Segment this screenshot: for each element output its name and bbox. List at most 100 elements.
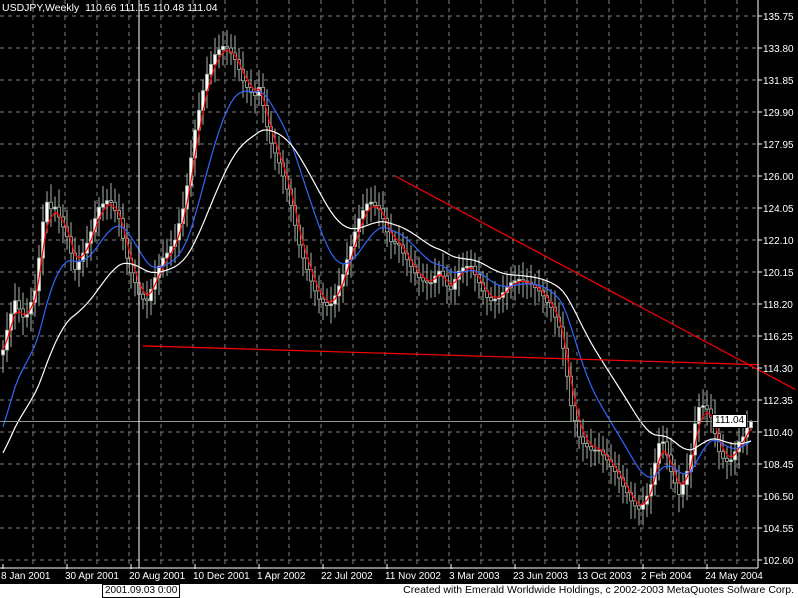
moving-averages [2,49,752,505]
footer-copyright: Created with Emerald Worldwide Holdings,… [403,584,794,596]
candle-body [637,505,641,510]
candle-body [17,300,21,310]
candle-body [513,280,517,284]
bid-price-label: 111.04 [712,414,748,429]
candle-body [213,54,217,65]
candle-body [149,288,153,302]
candle-body [37,257,41,292]
candle [569,362,573,422]
high-value: 111.15 [119,2,150,14]
y-tick-label: 129.90 [763,108,794,119]
x-tick-label: 22 Jul 2002 [321,571,373,582]
candle-body [45,201,49,223]
candle [425,263,429,300]
candle-body [721,451,725,459]
candle-body [245,80,249,88]
candle [53,196,57,222]
candle-body [453,278,457,290]
candle [429,270,433,298]
y-tick-label: 118.20 [763,300,793,311]
candle-body [517,278,521,282]
candle-body [425,280,429,284]
candle [141,282,145,310]
candle-body [493,298,497,302]
chart-background [0,0,798,584]
candle [465,250,469,286]
candle [493,281,497,319]
candle-body [589,446,593,451]
candle [245,70,249,104]
candle-body [705,405,709,410]
candle-body [165,252,169,259]
candle-body [449,285,453,290]
candle [321,282,325,320]
y-tick-label: 108.45 [763,460,794,471]
candle-body [145,298,149,302]
candle-body [361,210,365,220]
candle [709,393,713,434]
candle-body [469,265,473,268]
candle [305,245,309,281]
candle-body [217,49,221,55]
symbol-label: USDJPY,Weekly [2,2,80,14]
y-tick-label: 116.25 [763,332,793,343]
grid [0,0,758,568]
candle [317,275,321,314]
candle-body [1,349,5,356]
candle-body [133,272,137,284]
candle [329,286,333,324]
y-tick-label: 122.10 [763,236,794,247]
candle-body [221,45,225,51]
candle-body [57,206,61,218]
candle-body [585,443,589,448]
candle-body [429,282,433,285]
candle-body [373,201,377,206]
candle [213,37,217,83]
x-tick-label: 3 Mar 2003 [449,571,500,582]
fast-ma-line [2,49,752,505]
x-tick-label: 11 Nov 2002 [385,571,441,582]
y-tick-label: 110.40 [763,428,793,439]
candle [217,34,221,69]
candle [373,185,377,216]
candle-body [677,482,681,495]
candle [461,252,465,284]
candle-body [301,244,305,259]
candle-body [697,406,701,425]
chart-title: USDJPY,Weekly 110.66 111.15 110.48 111.0… [2,2,218,14]
candle [421,263,425,293]
candle [573,388,577,438]
candle-body [465,265,469,269]
candle-body [593,449,597,452]
close-value: 111.04 [187,2,218,14]
y-tick-label: 120.15 [763,268,794,279]
candle-body [569,375,573,407]
candle [361,193,365,235]
candle [57,189,61,234]
candle-body [661,441,665,444]
x-tick-label: 24 May 2004 [705,571,763,582]
y-tick-label: 131.85 [763,76,794,87]
candle [489,287,493,311]
x-tick-label: 23 Jun 2003 [513,571,568,582]
candle-body [561,326,565,349]
y-tick-label: 106.50 [763,492,794,503]
candle-body [437,270,441,277]
candle-body [393,241,397,244]
x-tick-label: 1 Apr 2002 [257,571,306,582]
candle [17,286,21,323]
candle [301,227,305,277]
candle [561,311,565,367]
candle-body [701,405,705,408]
candle [205,56,209,109]
y-tick-label: 114.30 [763,364,793,375]
candle [581,418,585,462]
candle-body [337,285,341,297]
x-tick-label: 20 Aug 2001 [129,571,186,582]
candle-body [205,73,209,92]
candle [589,428,593,467]
mid-ma-line [2,90,752,479]
y-tick-label: 127.95 [763,140,794,151]
